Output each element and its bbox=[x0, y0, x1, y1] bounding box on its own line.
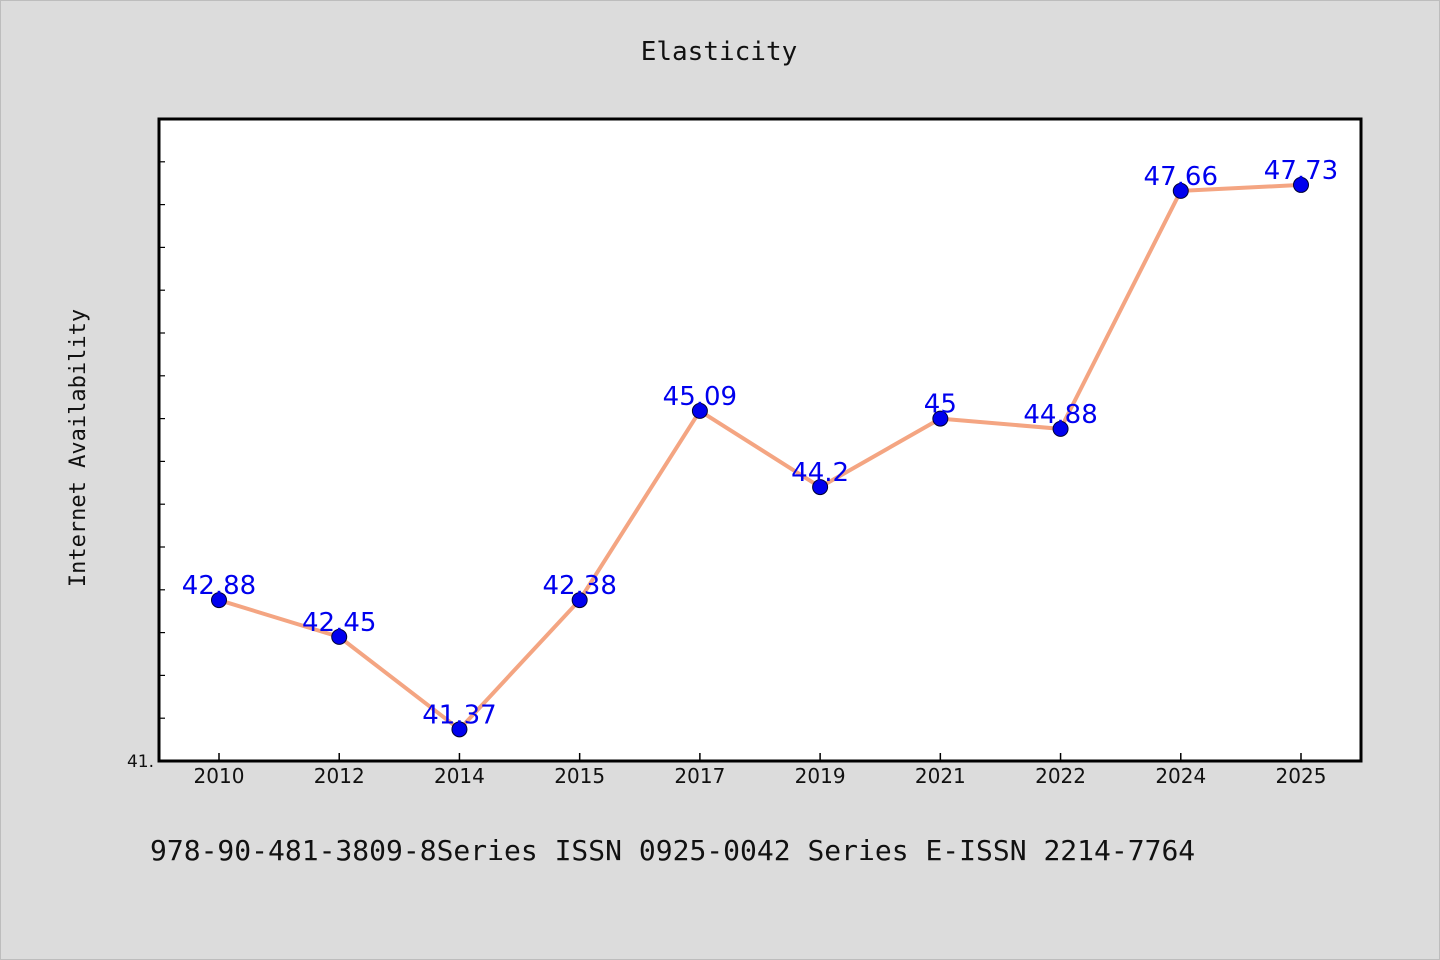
plot-area bbox=[157, 117, 1363, 763]
x-tick-label: 2024 bbox=[1155, 764, 1206, 788]
x-tick-label: 2025 bbox=[1276, 764, 1327, 788]
data-label: 44.2 bbox=[791, 458, 849, 488]
x-tick-label: 2021 bbox=[915, 764, 966, 788]
data-label: 42.45 bbox=[302, 608, 376, 638]
data-label: 45 bbox=[924, 390, 957, 420]
data-label: 42.38 bbox=[542, 571, 616, 601]
data-point bbox=[331, 628, 348, 645]
series-line bbox=[218, 182, 1302, 732]
data-label: 41.37 bbox=[422, 700, 496, 730]
footer-text: 978-90-481-3809-8Series ISSN 0925-0042 S… bbox=[150, 834, 1196, 867]
data-point bbox=[1052, 420, 1069, 437]
data-label: 44.88 bbox=[1023, 400, 1097, 430]
data-point bbox=[932, 410, 949, 427]
data-label: 45.09 bbox=[663, 382, 737, 412]
y-axis-label: Internet Availability bbox=[66, 309, 91, 587]
data-label: 42.88 bbox=[182, 571, 256, 601]
x-tick-label: 2017 bbox=[674, 764, 725, 788]
x-axis-ticks: 2010 2012 2014 2015 2017 2019 2021 2022 2024 2025 bbox=[194, 753, 1327, 788]
x-tick-label: 2012 bbox=[314, 764, 365, 788]
data-point bbox=[211, 592, 227, 609]
chart-title: Elasticity bbox=[641, 37, 798, 67]
series-marker-layer bbox=[211, 176, 1309, 738]
data-label: 47.73 bbox=[1264, 156, 1338, 186]
x-tick-label: 2022 bbox=[1035, 764, 1086, 788]
y-tick-label: 41. bbox=[127, 752, 154, 772]
data-point bbox=[451, 721, 468, 738]
data-point bbox=[691, 402, 708, 419]
x-tick-label: 2010 bbox=[194, 764, 245, 788]
data-label: 47.66 bbox=[1144, 162, 1218, 192]
data-label-layer: 42.88 42.45 41.37 42.38 45.09 44.2 45 44.88 47.6… bbox=[182, 156, 1338, 730]
data-point bbox=[1293, 176, 1309, 193]
x-tick-label: 2019 bbox=[795, 764, 846, 788]
data-point bbox=[812, 479, 829, 496]
data-point bbox=[1172, 182, 1189, 199]
data-point bbox=[571, 592, 588, 609]
x-tick-label: 2014 bbox=[434, 764, 485, 788]
y-axis-ticks bbox=[159, 161, 165, 719]
series-line-layer bbox=[218, 182, 1302, 732]
x-tick-label: 2015 bbox=[554, 764, 605, 788]
